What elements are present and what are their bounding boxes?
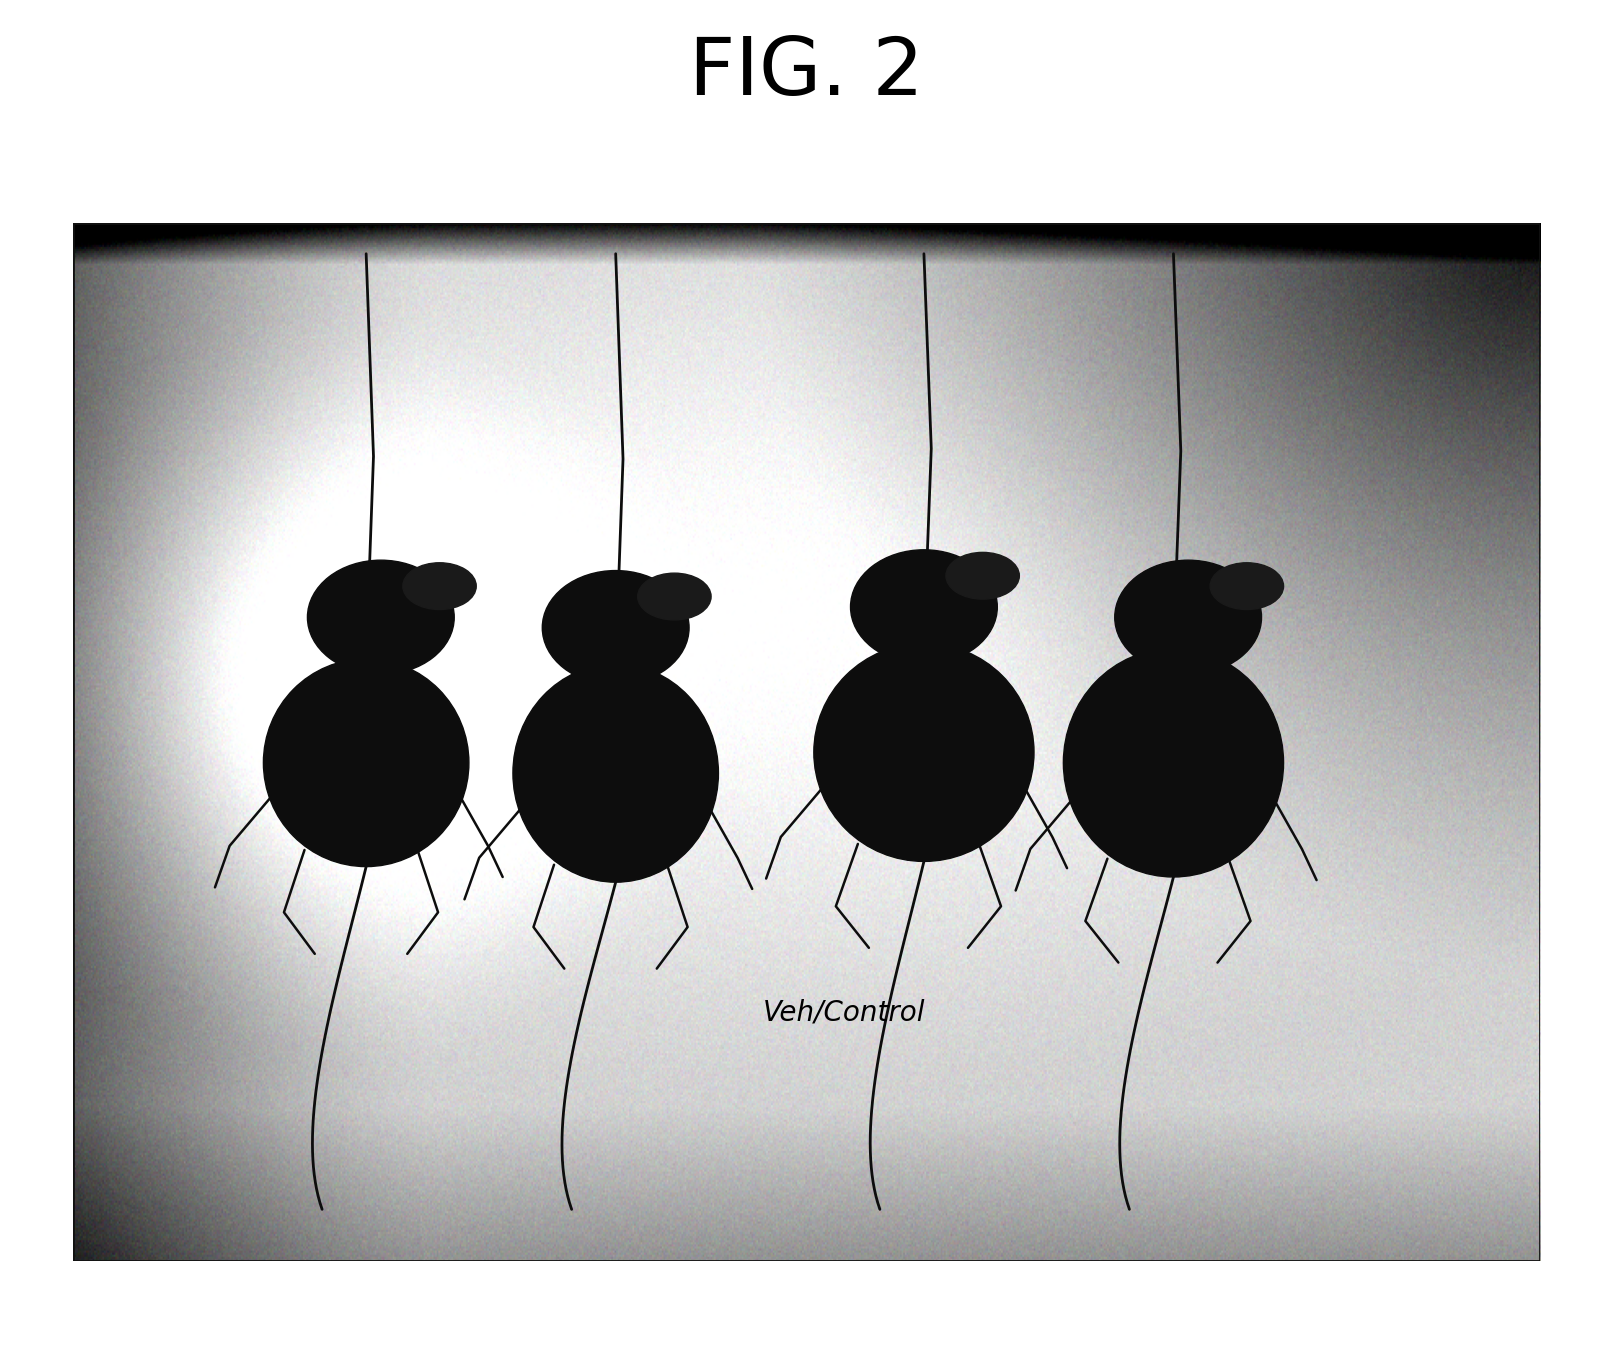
Ellipse shape bbox=[403, 563, 476, 610]
Ellipse shape bbox=[1115, 560, 1261, 674]
Text: FIG. 2: FIG. 2 bbox=[689, 34, 924, 112]
Ellipse shape bbox=[637, 573, 711, 621]
Ellipse shape bbox=[263, 658, 469, 866]
Ellipse shape bbox=[1063, 649, 1284, 877]
Ellipse shape bbox=[945, 552, 1019, 599]
Ellipse shape bbox=[513, 664, 718, 882]
Ellipse shape bbox=[542, 571, 689, 685]
Ellipse shape bbox=[308, 560, 455, 674]
Text: Veh/Control: Veh/Control bbox=[763, 998, 924, 1027]
Ellipse shape bbox=[850, 550, 997, 664]
Ellipse shape bbox=[1210, 563, 1284, 610]
Ellipse shape bbox=[815, 643, 1034, 862]
